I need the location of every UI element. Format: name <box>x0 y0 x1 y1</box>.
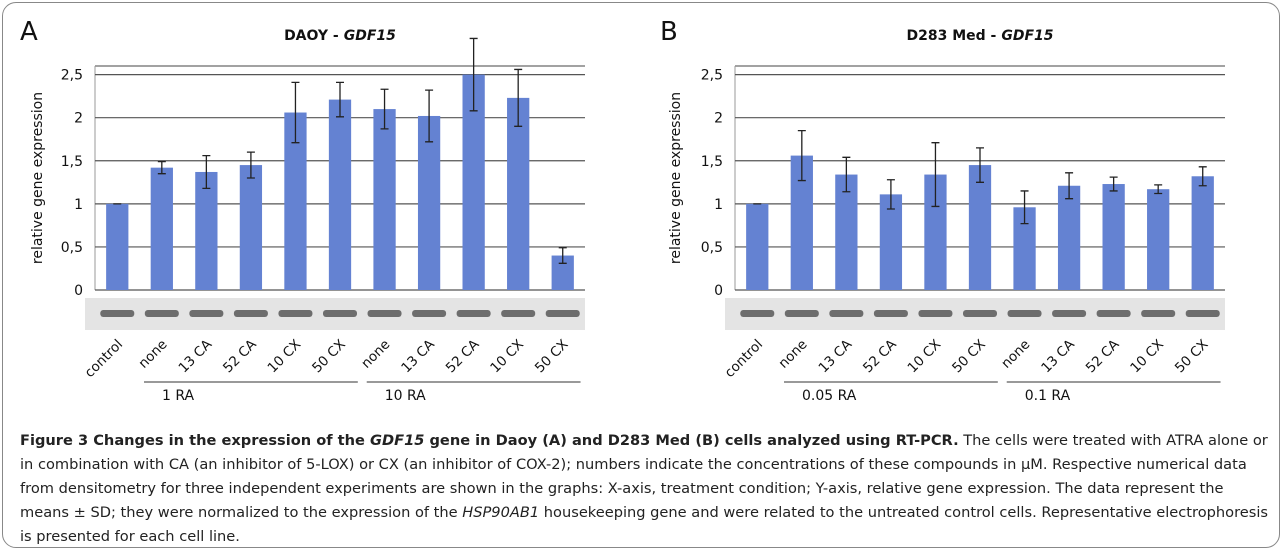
bar <box>746 204 768 290</box>
x-tick-label: 52 CA <box>860 336 900 376</box>
y-tick-label: 2 <box>714 111 723 127</box>
x-tick-label: 50 CX <box>532 337 572 377</box>
bar <box>1192 176 1214 290</box>
x-tick-label: control <box>722 337 766 381</box>
bar <box>329 100 351 290</box>
bar <box>240 165 262 290</box>
gel-band <box>145 310 179 317</box>
x-tick-label: 52 CA <box>220 336 260 376</box>
x-tick-label: 10 CX <box>265 337 305 377</box>
bar <box>373 109 395 290</box>
caption-text: GDF15 <box>370 432 424 449</box>
gel-band <box>785 310 819 317</box>
gel-band <box>1141 310 1175 317</box>
bar <box>969 165 991 290</box>
group-label: 0.1 RA <box>1025 388 1071 404</box>
gel-band <box>501 310 535 317</box>
group-label: 1 RA <box>162 388 195 404</box>
bar <box>195 172 217 290</box>
gel-band <box>1052 310 1086 317</box>
caption-text: HSP90AB1 <box>462 504 539 521</box>
gel-band <box>1097 310 1131 317</box>
caption: Figure 3 Changes in the expression of th… <box>20 429 1270 549</box>
x-tick-label: 52 CA <box>1083 336 1123 376</box>
gel-band <box>1186 310 1220 317</box>
chart-title: DAOY - GDF15 <box>284 28 396 44</box>
gel-band <box>546 310 580 317</box>
x-tick-label: none <box>136 337 171 372</box>
x-tick-label: 50 CX <box>1172 337 1212 377</box>
y-tick-label: 1 <box>714 197 723 213</box>
gel-band <box>189 310 223 317</box>
chart-title: D283 Med - GDF15 <box>906 28 1053 44</box>
bar <box>151 168 173 290</box>
bar <box>1058 186 1080 290</box>
y-tick-label: 1 <box>74 197 83 213</box>
x-tick-label: control <box>82 337 126 381</box>
chart-title-gene: GDF15 <box>1001 28 1053 44</box>
gel-band <box>368 310 402 317</box>
y-tick-label: 2,5 <box>61 68 83 84</box>
gel-band <box>740 310 774 317</box>
y-tick-label: 0,5 <box>701 240 723 256</box>
gel-band <box>1008 310 1042 317</box>
y-axis-label: relative gene expression <box>668 92 684 264</box>
charts: A DAOY - GDF15 relative gene expression 0 0,5… <box>0 0 1284 425</box>
gel-band <box>234 310 268 317</box>
x-tick-label: 13 CA <box>1038 336 1078 376</box>
panel-letter: B <box>660 17 678 47</box>
bar <box>1147 189 1169 290</box>
x-tick-label: 10 CX <box>1127 337 1167 377</box>
y-tick-label: 1,5 <box>701 154 723 170</box>
x-tick-label: 50 CX <box>949 337 989 377</box>
group-label: 10 RA <box>385 388 426 404</box>
y-tick-label: 2,5 <box>701 68 723 84</box>
x-tick-label: 13 CA <box>815 336 855 376</box>
gel-band <box>278 310 312 317</box>
x-tick-label: none <box>998 337 1033 372</box>
chart-title-prefix: D283 Med - <box>906 28 996 44</box>
y-tick-label: 2 <box>74 111 83 127</box>
panel-letter: A <box>20 17 38 47</box>
x-tick-label: 52 CA <box>443 336 483 376</box>
chart-title-gene: GDF15 <box>344 28 396 44</box>
x-tick-label: 10 CX <box>905 337 945 377</box>
x-tick-label: 50 CX <box>309 337 349 377</box>
group-label: 0.05 RA <box>802 388 857 404</box>
y-tick-label: 0 <box>714 283 723 299</box>
y-axis-label: relative gene expression <box>30 92 46 264</box>
caption-text: gene in Daoy (A) and D283 Med (B) cells … <box>424 432 958 449</box>
caption-text: Figure 3 Changes in the expression of th… <box>20 432 370 449</box>
gel-band <box>100 310 134 317</box>
x-tick-label: none <box>358 337 393 372</box>
bar <box>1103 184 1125 290</box>
x-tick-label: none <box>776 337 811 372</box>
x-tick-label: 13 CA <box>175 336 215 376</box>
chart-title-prefix: DAOY - <box>284 28 339 44</box>
gel-band <box>323 310 357 317</box>
y-tick-label: 0,5 <box>61 240 83 256</box>
y-tick-label: 1,5 <box>61 154 83 170</box>
gel-band <box>412 310 446 317</box>
gel-band <box>918 310 952 317</box>
gel-band <box>874 310 908 317</box>
x-tick-label: 13 CA <box>398 336 438 376</box>
gel-band <box>963 310 997 317</box>
gel-band <box>457 310 491 317</box>
y-tick-label: 0 <box>74 283 83 299</box>
bar <box>106 204 128 290</box>
gel-band <box>829 310 863 317</box>
figure: A DAOY - GDF15 relative gene expression 0 0,5… <box>0 0 1284 552</box>
x-tick-label: 10 CX <box>487 337 527 377</box>
